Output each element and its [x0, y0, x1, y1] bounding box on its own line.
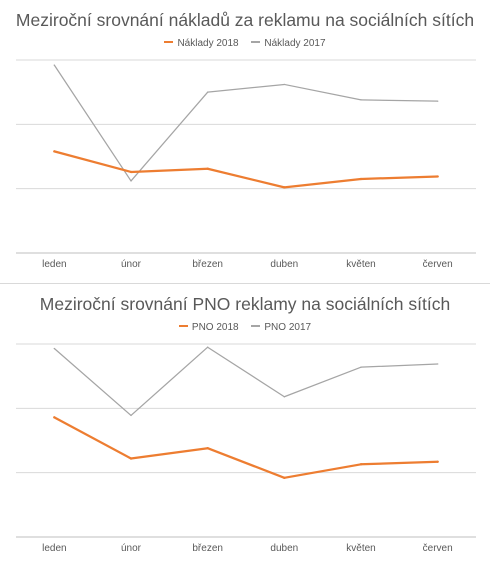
x-tick-label: únor [121, 543, 142, 554]
data-point [130, 180, 132, 182]
legend-swatch [164, 41, 174, 44]
plot-area: leden únor březen duben květen červen [16, 59, 476, 270]
x-tick-label: květen [346, 543, 375, 554]
data-point [436, 175, 439, 178]
data-point [206, 447, 209, 450]
chart-divider [0, 283, 490, 284]
chart-title: Meziroční srovnání nákladů za reklamu na… [15, 10, 475, 30]
legend-label: PNO 2017 [264, 322, 312, 333]
chart-naklady: Meziroční srovnání nákladů za reklamu na… [0, 10, 490, 270]
x-tick-label: červen [423, 259, 453, 270]
x-tick-label: leden [42, 543, 66, 554]
series-line-segment [53, 64, 132, 182]
legend-item: PNO 2017 [251, 322, 311, 333]
data-point [283, 83, 285, 86]
data-point [206, 167, 209, 170]
data-point [437, 363, 439, 365]
x-tick-label: leden [42, 259, 66, 270]
series-0 [53, 150, 439, 189]
x-tick-label: únor [121, 259, 142, 270]
legend-label: Náklady 2017 [264, 38, 326, 49]
legend-swatch [178, 325, 188, 328]
series-line-segment [360, 99, 439, 102]
data-point [360, 366, 362, 368]
legend-label: Náklady 2018 [177, 38, 239, 49]
data-point [53, 416, 56, 419]
series-1 [53, 346, 439, 417]
chart-legend: PNO 2018 PNO 2017 [0, 322, 490, 333]
data-point [207, 346, 209, 348]
series-0 [53, 416, 439, 479]
data-point [283, 396, 285, 398]
series-line-segment [129, 447, 209, 460]
series-line-segment [130, 346, 209, 417]
data-point [129, 457, 133, 460]
series-line-segment [206, 447, 286, 479]
data-point [436, 460, 439, 463]
data-point [360, 99, 362, 101]
legend-item: PNO 2018 [178, 322, 239, 333]
x-tick-label: duben [270, 543, 298, 554]
data-point [359, 463, 363, 466]
legend-item: Náklady 2018 [164, 38, 239, 49]
data-point [130, 414, 132, 417]
legend-item: Náklady 2017 [251, 38, 326, 49]
series-line-segment [53, 416, 133, 460]
series-line-segment [283, 177, 363, 189]
series-line-segment [53, 347, 132, 417]
data-point [437, 100, 439, 102]
series-line-segment [207, 83, 285, 93]
series-line-segment [53, 150, 133, 174]
chart-title: Meziroční srovnání PNO reklamy na sociál… [39, 294, 451, 314]
data-point [359, 177, 363, 181]
chart-pno: Meziroční srovnání PNO reklamy na sociál… [0, 284, 490, 568]
x-tick-label: březen [192, 259, 223, 270]
x-tick-label: březen [192, 543, 223, 554]
series-line-segment [359, 460, 439, 466]
series-line-segment [283, 366, 362, 398]
x-tick-label: duben [270, 259, 298, 270]
data-point [207, 91, 209, 93]
data-point [283, 476, 286, 479]
data-point [53, 150, 56, 153]
x-tick-label: květen [346, 259, 375, 270]
series-line-segment [359, 175, 439, 181]
legend-swatch [251, 325, 261, 328]
data-point [53, 64, 55, 66]
data-point [283, 186, 286, 189]
plot-area: leden únor březen duben květen červen [16, 343, 476, 554]
legend-swatch [251, 41, 261, 44]
chart-legend: Náklady 2018 Náklady 2017 [0, 38, 490, 49]
series-line-segment [283, 83, 362, 101]
data-point [129, 170, 133, 174]
x-tick-label: červen [423, 543, 453, 554]
series-line-segment [283, 463, 363, 479]
legend-label: PNO 2018 [191, 322, 239, 333]
series-line-segment [206, 167, 286, 189]
series-line-segment [360, 363, 439, 368]
series-line-segment [129, 167, 209, 174]
series-1 [53, 64, 439, 182]
series-line-segment [130, 91, 209, 182]
series-line-segment [207, 346, 285, 398]
data-point [53, 347, 55, 350]
